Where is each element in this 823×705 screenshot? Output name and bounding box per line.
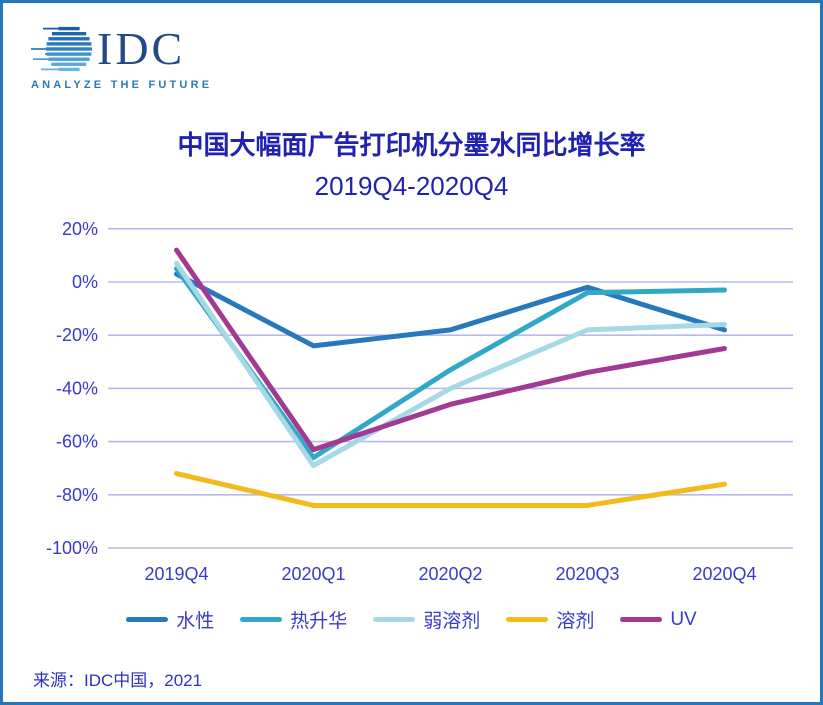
legend-item-溶剂: 溶剂: [506, 606, 594, 633]
y-axis-tick-label: -40%: [56, 378, 98, 398]
idc-globe-icon: [31, 26, 92, 72]
chart-subtitle: 2019Q4-2020Q4: [314, 171, 509, 201]
legend-label: 弱溶剂: [423, 611, 481, 632]
idc-logo-text: IDC: [97, 23, 186, 74]
legend-line-swatch: [373, 617, 416, 622]
legend-label: 水性: [176, 611, 215, 632]
y-axis-tick-label: 0%: [72, 272, 98, 292]
y-axis-tick-label: 20%: [62, 219, 98, 239]
y-axis-tick-label: -60%: [56, 432, 98, 452]
series-line-水性: [174, 271, 727, 349]
legend-item-弱溶剂: 弱溶剂: [373, 606, 480, 633]
legend-line-swatch: [240, 617, 283, 622]
legend-line-swatch: [506, 617, 549, 622]
legend-label: 溶剂: [556, 611, 595, 632]
legend-line-swatch: [126, 617, 169, 622]
series-line-UV: [174, 247, 727, 453]
y-axis-tick-label: -80%: [56, 485, 98, 505]
source-note: 来源：IDC中国，2021: [33, 671, 203, 690]
x-axis-tick-label: 2020Q2: [418, 564, 482, 584]
x-axis-tick-label: 2020Q3: [555, 564, 619, 584]
series-line-弱溶剂: [174, 260, 727, 469]
legend-item-UV: UV: [620, 608, 697, 631]
idc-logo-tagline: ANALYZE THE FUTURE: [31, 79, 213, 91]
legend-line-swatch: [620, 617, 663, 622]
idc-logo: IDC ANALYZE THE FUTURE: [31, 23, 231, 91]
series-line-溶剂: [174, 471, 727, 508]
legend-label: 热升华: [290, 611, 348, 632]
legend-item-水性: 水性: [126, 606, 214, 633]
legend-item-热升华: 热升华: [240, 606, 347, 633]
chart-title: 中国大幅面广告打印机分墨水同比增长率: [177, 130, 646, 160]
legend-label: UV: [670, 608, 697, 630]
line-chart-canvas: 20% 0% -20% -40% -60% -80% -100% 2019Q4 2020Q1 20…: [46, 219, 793, 584]
x-axis-tick-label: 2019Q4: [144, 564, 208, 584]
x-axis-tick-label: 2020Q1: [281, 564, 345, 584]
y-axis-tick-label: -20%: [56, 325, 98, 345]
y-axis-tick-label: -100%: [46, 538, 98, 558]
line-chart: 20% 0% -20% -40% -60% -80% -100% 2019Q4 2020Q1 20…: [3, 208, 820, 593]
x-axis-tick-label: 2020Q4: [692, 564, 756, 584]
chart-legend: 水性 热升华 弱溶剂 溶剂 UV: [3, 606, 820, 633]
